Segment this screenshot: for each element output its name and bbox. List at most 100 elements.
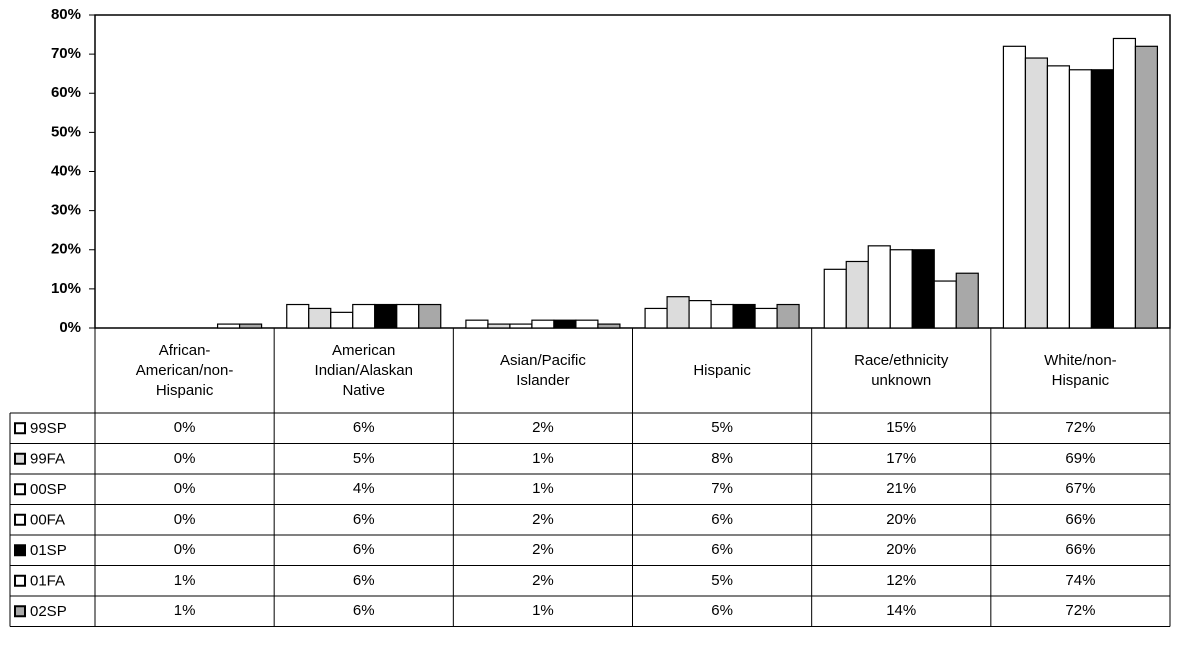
bar	[238, 323, 263, 329]
legend-key	[14, 452, 26, 465]
value-label: 1%	[532, 449, 554, 467]
bar	[553, 319, 577, 329]
bar	[1024, 57, 1049, 329]
bar	[1046, 65, 1071, 329]
y-tick-label: 60%	[51, 84, 81, 101]
bar	[776, 303, 800, 329]
bar	[531, 319, 555, 329]
value-label: 12%	[886, 571, 917, 589]
category-label: American Indian/Alaskan Native	[314, 341, 413, 399]
legend-label: 01SP	[30, 542, 67, 559]
legend-key	[14, 605, 26, 618]
bar	[352, 303, 376, 329]
value-label: 72%	[1065, 419, 1096, 437]
value-label: 2%	[532, 510, 554, 528]
value-label: 1%	[173, 571, 196, 589]
y-tick-label: 50%	[51, 123, 81, 140]
bar	[688, 300, 712, 329]
legend-label: 00FA	[30, 512, 65, 529]
bar	[911, 249, 935, 329]
bar	[396, 303, 420, 329]
value-label: 74%	[1065, 571, 1096, 589]
value-label: 1%	[173, 602, 196, 620]
bar	[710, 303, 734, 329]
legend-key	[14, 483, 26, 496]
value-label: 7%	[711, 480, 733, 498]
value-label: 5%	[711, 571, 733, 589]
value-label: 6%	[352, 541, 375, 559]
y-tick-label: 80%	[51, 6, 81, 23]
value-label: 67%	[1065, 480, 1096, 498]
legend-label: 99FA	[30, 451, 65, 468]
value-label: 0%	[173, 480, 196, 498]
bar	[597, 323, 621, 329]
y-tick-label: 10%	[51, 280, 81, 297]
bar	[845, 260, 869, 329]
bar	[418, 303, 442, 329]
value-label: 14%	[886, 602, 917, 620]
bar	[330, 311, 354, 329]
bar	[286, 303, 310, 329]
value-label: 6%	[352, 419, 375, 437]
value-label: 66%	[1065, 510, 1096, 528]
value-label: 0%	[173, 541, 196, 559]
value-label: 6%	[352, 510, 375, 528]
bar	[465, 319, 489, 329]
bar	[1112, 37, 1137, 329]
bar	[374, 303, 398, 329]
bar	[955, 272, 979, 329]
value-label: 15%	[886, 419, 917, 437]
bar	[933, 280, 957, 329]
y-tick-label: 0%	[59, 319, 81, 336]
legend-label: 99SP	[30, 420, 67, 437]
legend-label: 01FA	[30, 573, 65, 590]
legend-key	[14, 574, 26, 587]
value-label: 21%	[886, 480, 917, 498]
bar	[867, 245, 891, 329]
value-label: 20%	[886, 510, 917, 528]
y-tick-label: 70%	[51, 45, 81, 62]
bar	[666, 296, 690, 329]
value-label: 0%	[173, 419, 196, 437]
value-label: 8%	[711, 449, 733, 467]
bar	[889, 249, 913, 329]
value-label: 2%	[532, 571, 554, 589]
value-label: 4%	[352, 480, 375, 498]
legend-key	[14, 513, 26, 526]
y-tick-label: 20%	[51, 241, 81, 258]
bar	[1068, 69, 1093, 329]
bar	[1002, 45, 1027, 329]
value-label: 69%	[1065, 449, 1096, 467]
bar	[644, 307, 668, 329]
bar	[1090, 69, 1115, 329]
y-tick-label: 30%	[51, 202, 81, 219]
category-label: Hispanic	[693, 361, 751, 379]
category-label: White/non-Hispanic	[1044, 351, 1117, 389]
value-label: 6%	[352, 602, 375, 620]
category-label: Asian/Pacific Islander	[499, 351, 586, 389]
legend-key	[14, 544, 26, 557]
bar	[575, 319, 599, 329]
value-label: 20%	[886, 541, 917, 559]
value-label: 72%	[1065, 602, 1096, 620]
value-label: 66%	[1065, 541, 1096, 559]
bar	[823, 268, 847, 329]
value-label: 6%	[711, 510, 733, 528]
value-label: 1%	[532, 480, 554, 498]
y-tick-label: 40%	[51, 162, 81, 179]
value-label: 5%	[711, 419, 733, 437]
bar	[1134, 45, 1159, 329]
value-label: 6%	[352, 571, 375, 589]
value-label: 17%	[886, 449, 917, 467]
bar	[732, 303, 756, 329]
category-label: Race/ethnicity unknown	[854, 351, 949, 389]
legend-label: 00SP	[30, 481, 67, 498]
category-label: African-American/non-Hispanic	[135, 341, 234, 399]
bar	[754, 307, 778, 329]
value-label: 2%	[532, 541, 554, 559]
value-label: 6%	[711, 602, 733, 620]
bar	[308, 307, 332, 329]
value-label: 0%	[173, 510, 196, 528]
